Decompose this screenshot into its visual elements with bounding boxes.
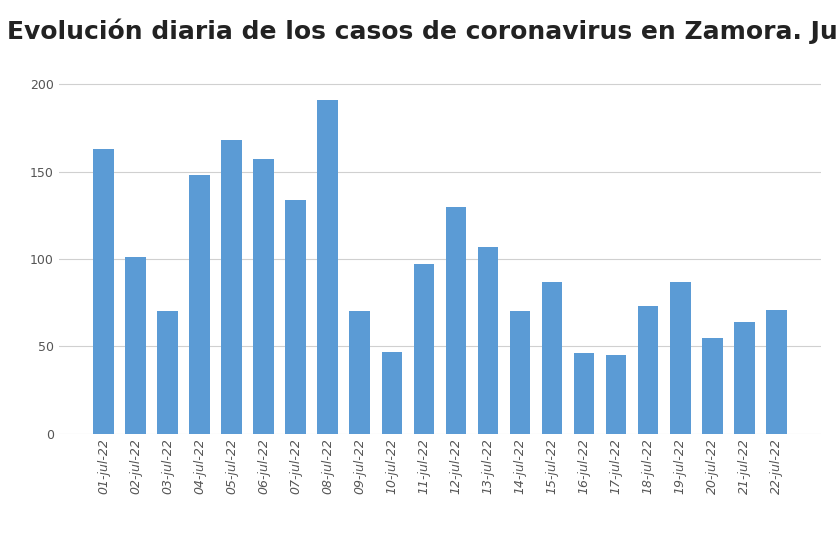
Bar <box>638 306 659 434</box>
Bar <box>318 100 339 434</box>
Bar <box>574 353 594 434</box>
Bar <box>93 149 114 434</box>
Bar <box>126 257 146 434</box>
Bar <box>381 351 402 434</box>
Bar <box>349 311 370 434</box>
Bar <box>446 206 467 434</box>
Bar <box>734 322 754 434</box>
Bar <box>158 311 178 434</box>
Bar <box>478 247 499 434</box>
Bar <box>541 282 562 434</box>
Bar <box>510 311 530 434</box>
Bar <box>670 282 691 434</box>
Title: Evolución diaria de los casos de coronavirus en Zamora. Julio: Evolución diaria de los casos de coronav… <box>8 18 838 44</box>
Bar <box>766 310 787 434</box>
Bar <box>701 337 722 434</box>
Bar <box>286 200 306 434</box>
Bar <box>189 175 210 434</box>
Bar <box>413 264 434 434</box>
Bar <box>253 160 274 434</box>
Bar <box>221 140 242 434</box>
Bar <box>606 355 627 434</box>
